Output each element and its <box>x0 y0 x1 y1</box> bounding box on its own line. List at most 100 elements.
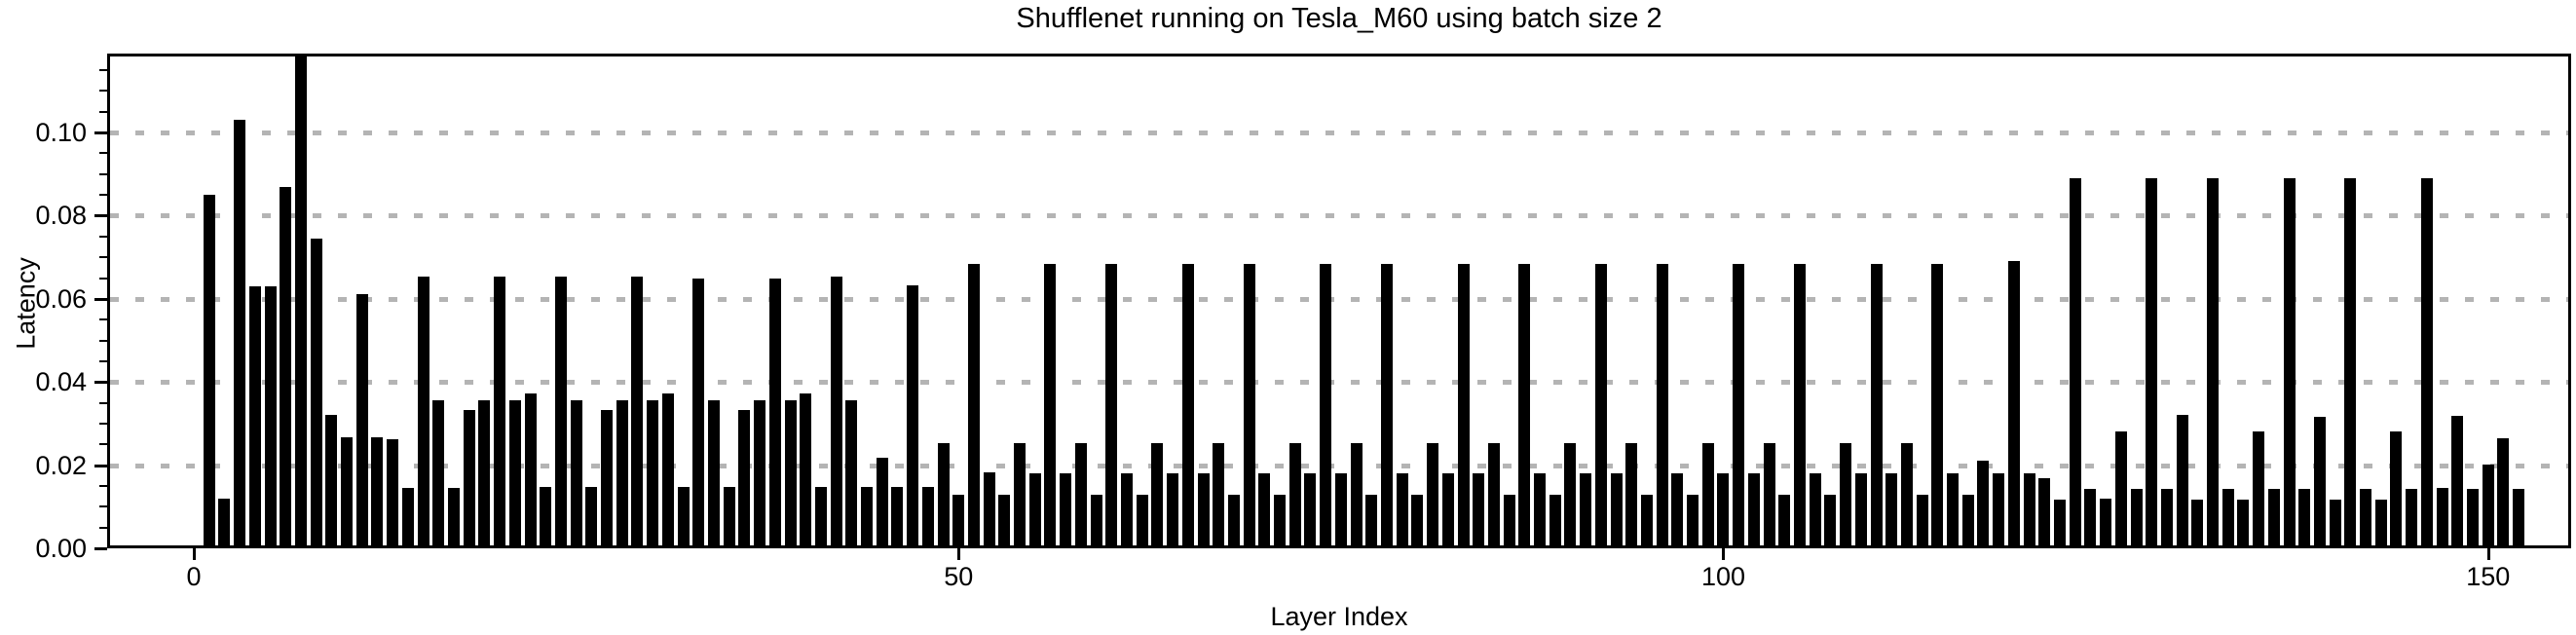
bar <box>1227 495 1240 548</box>
bar <box>1334 473 1347 548</box>
bar <box>845 399 858 548</box>
bar <box>998 495 1011 548</box>
bar <box>983 471 995 548</box>
bar <box>1885 473 1898 548</box>
bar <box>891 486 904 548</box>
bar <box>1167 473 1179 548</box>
bar <box>1411 495 1424 548</box>
bar <box>2191 499 2204 548</box>
bar <box>601 410 614 548</box>
bar <box>2084 488 2097 548</box>
bar <box>1549 495 1561 548</box>
bar <box>1594 264 1607 548</box>
bar <box>1961 495 1974 548</box>
bar <box>800 392 812 548</box>
y-minor-tick <box>99 277 107 280</box>
bar <box>1656 264 1668 548</box>
bar <box>478 399 491 548</box>
bar <box>1671 473 1684 548</box>
y-minor-tick <box>99 172 107 175</box>
bar <box>1534 473 1547 548</box>
bar <box>861 486 874 548</box>
y-tick-label: 0.00 <box>35 534 87 563</box>
bar <box>1380 264 1393 548</box>
bar <box>1794 264 1807 548</box>
bar <box>1503 495 1515 548</box>
bar <box>2436 488 2448 548</box>
bar <box>1916 495 1928 548</box>
y-minor-tick <box>99 110 107 113</box>
y-minor-tick <box>99 256 107 259</box>
bar <box>1121 473 1134 548</box>
bar <box>1977 461 1990 548</box>
bar <box>2007 261 2020 548</box>
bar <box>540 486 552 548</box>
bar <box>921 486 934 548</box>
chart-title: Shufflenet running on Tesla_M60 using ba… <box>1016 3 1662 34</box>
y-major-tick <box>94 547 107 550</box>
bar <box>371 436 384 548</box>
bar <box>707 400 720 548</box>
bar <box>2221 488 2234 548</box>
bar <box>1564 443 1577 548</box>
bar <box>2160 488 2173 548</box>
bar <box>2467 489 2480 548</box>
bar <box>463 410 475 548</box>
bar <box>830 277 842 548</box>
bar <box>2023 473 2035 548</box>
bar <box>218 498 231 548</box>
bar <box>2390 431 2403 548</box>
bar <box>661 392 674 548</box>
bar <box>1060 473 1072 548</box>
bar <box>2329 499 2341 548</box>
bar <box>341 436 354 548</box>
y-major-tick <box>94 131 107 135</box>
bar <box>1090 495 1102 548</box>
bar <box>1105 264 1118 548</box>
bar <box>1854 473 1867 548</box>
bar <box>1487 443 1500 548</box>
bar <box>784 400 797 548</box>
bar <box>631 277 644 548</box>
bar <box>554 277 567 548</box>
bar <box>1701 443 1714 548</box>
y-minor-tick <box>99 194 107 197</box>
y-major-tick <box>94 381 107 385</box>
bar <box>1947 473 1960 548</box>
bar <box>647 400 659 548</box>
y-major-tick <box>94 464 107 467</box>
bar <box>2237 499 2250 548</box>
bar <box>570 400 582 548</box>
bar <box>1288 443 1301 548</box>
bar <box>448 487 461 548</box>
bar <box>1151 443 1164 548</box>
bar <box>1441 473 1454 548</box>
y-major-tick <box>94 297 107 301</box>
bar <box>2360 488 2372 548</box>
bar <box>1258 473 1271 548</box>
x-tick-label: 100 <box>1700 562 1746 591</box>
bar <box>2298 488 2311 548</box>
y-tick-label: 0.10 <box>35 118 87 148</box>
bar <box>2053 500 2066 548</box>
bar <box>677 486 690 548</box>
y-gridline <box>110 463 2568 468</box>
bar <box>952 495 965 548</box>
bar <box>2283 178 2296 548</box>
bar <box>264 286 277 548</box>
bar <box>2420 178 2433 548</box>
y-tick-label: 0.08 <box>35 201 87 231</box>
bar <box>1457 264 1470 548</box>
y-minor-tick <box>99 152 107 155</box>
bar <box>203 195 215 548</box>
bar <box>754 400 766 548</box>
x-tick-label: 50 <box>944 562 974 591</box>
bar <box>1687 495 1699 548</box>
bar <box>2313 416 2326 548</box>
bar <box>508 399 521 548</box>
bar <box>248 286 261 548</box>
bar <box>1028 473 1041 548</box>
y-minor-tick <box>99 318 107 321</box>
bar <box>1625 443 1638 548</box>
bar <box>2482 465 2494 548</box>
